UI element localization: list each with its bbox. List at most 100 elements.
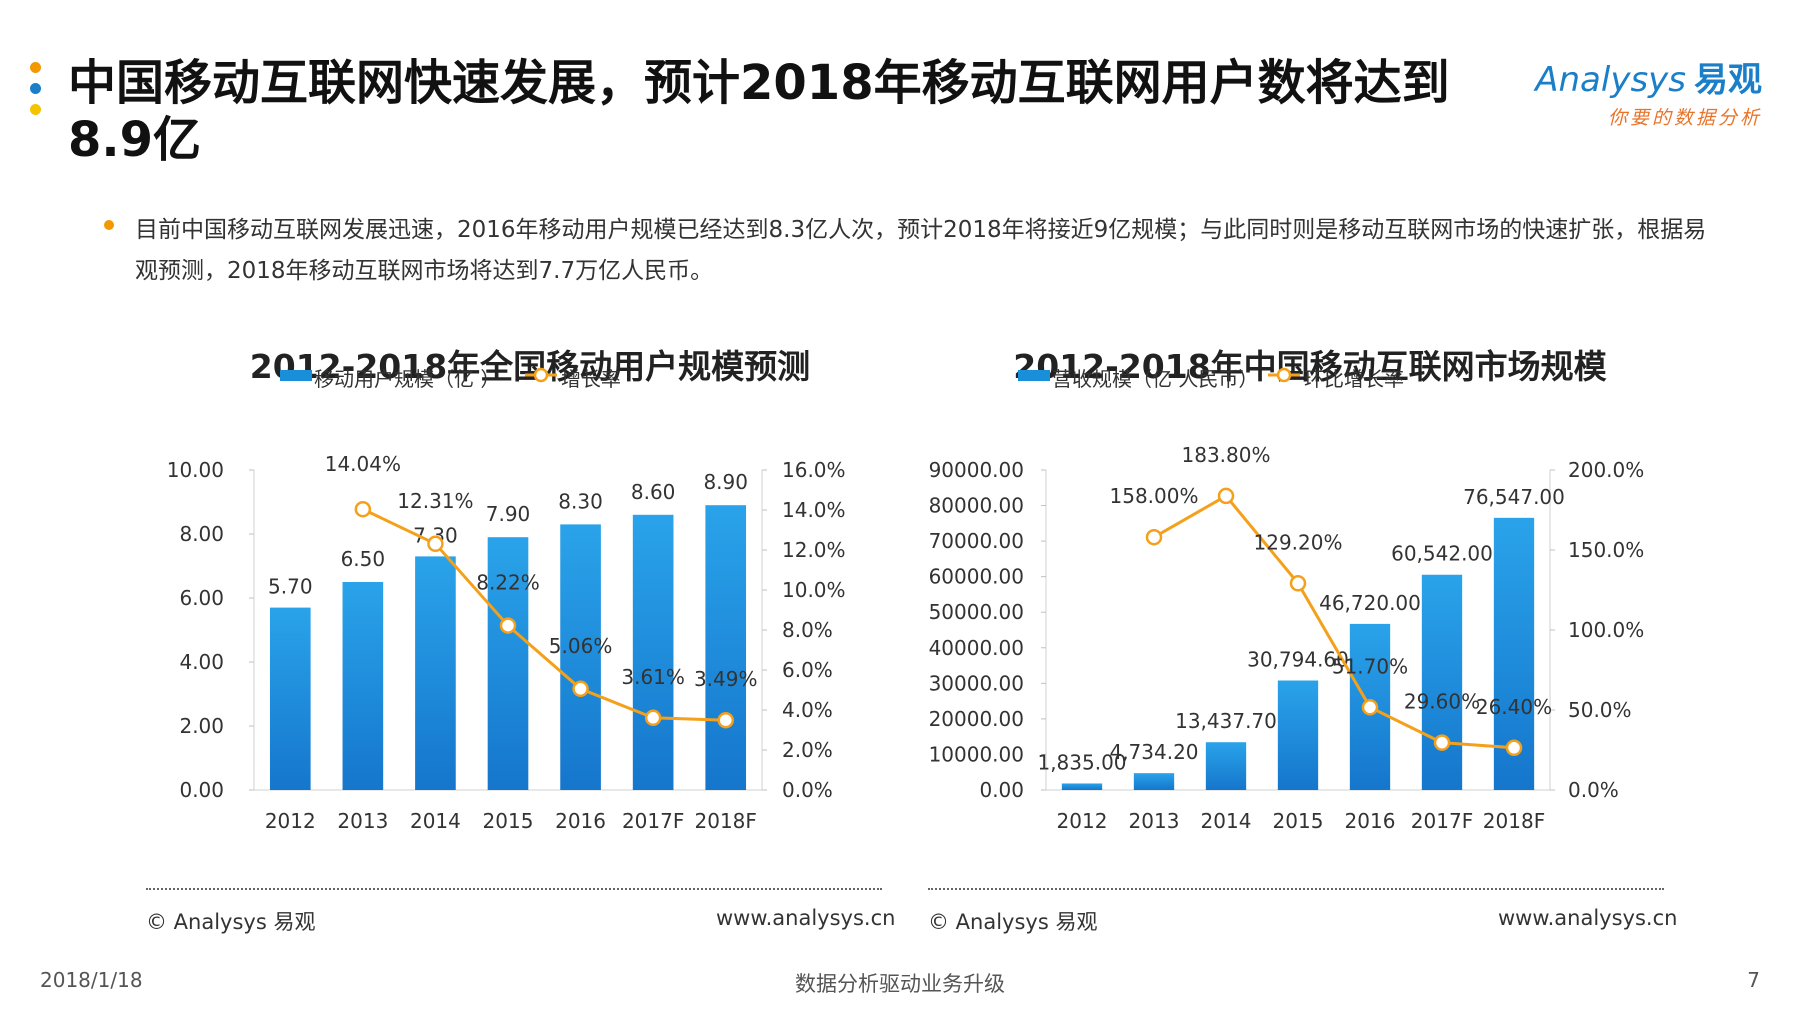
growth-rate-point [1505,739,1523,757]
y-tick-label: 8.00 [179,522,224,546]
bar-2017F [1421,574,1463,790]
bar-value-label: 60,542.00 [1391,542,1493,566]
y-tick-label: 70000.00 [929,529,1024,553]
bar-value-label: 30,794.60 [1247,648,1349,672]
bar-value-label: 76,547.00 [1463,485,1565,509]
y-tick-label: 30000.00 [929,671,1024,695]
chart1-title: 2012-2018年全国移动用户规模预测 [249,347,811,386]
chart2-svg: 营收规模（亿 人民币） 环比增长率 0.00 10000.00 20000.00 3000… [929,367,1645,833]
y2-tick-label: 100.0% [1568,618,1644,642]
growth-rate-point [1217,487,1235,505]
y-tick-label: 10.00 [167,458,224,482]
chart1-url[interactable]: www.analysys.cn [716,906,896,930]
growth-rate-point [572,680,589,698]
chart1-svg: 移动用户规模（亿 ） 增长率 0.00 2.00 4.00 6.00 8.00 10.00 0.… [167,367,846,833]
y-tick-label: 40000.00 [929,636,1024,660]
growth-rate-label: 183.80% [1182,443,1271,467]
yellow-dot [30,104,41,115]
title-bullet-dots [30,62,42,125]
x-tick-label: 2015 [1273,809,1324,833]
slide-footer-text: 数据分析驱动业务升级 [795,972,1005,996]
growth-rate-label: 129.20% [1254,530,1343,554]
bar-2017F [632,514,674,790]
bar-value-label: 1,835.00 [1037,750,1126,774]
y2-tick-label: 150.0% [1568,538,1644,562]
y-tick-label: 2.00 [179,714,224,738]
y2-tick-label: 0.0% [1568,778,1619,802]
legend-bar-swatch [1018,370,1050,381]
y2-tick-label: 12.0% [782,538,846,562]
growth-rate-label: 8.22% [476,571,540,595]
bar-value-label: 6.50 [341,547,386,571]
y2-tick-label: 4.0% [782,698,833,722]
x-tick-label: 2012 [1057,809,1108,833]
y-tick-label: 6.00 [179,586,224,610]
bar-2014 [1205,742,1247,790]
x-tick-label: 2015 [483,809,534,833]
growth-rate-label: 3.49% [694,667,758,691]
growth-rate-label: 29.60% [1404,690,1480,714]
y-tick-label: 90000.00 [929,458,1024,482]
chart2-footer-divider [928,888,1664,890]
x-tick-label: 2017F [1411,809,1473,833]
bar-2015 [487,537,529,790]
legend-line-marker [1276,367,1292,383]
growth-rate-point [644,709,662,727]
bar-value-label: 13,437.70 [1175,709,1277,733]
growth-rate-label: 5.06% [549,634,613,658]
bar-2013 [1133,773,1175,790]
logo-brand: Analysys 易观 [1522,52,1762,101]
user-scale-chart: 2012-2018年全国移动用户规模预测 移动用户规模（亿 ） 增长率 0.00 2.… [140,340,920,940]
chart2-url[interactable]: www.analysys.cn [1498,906,1678,930]
page-title: 中国移动互联网快速发展，预计2018年移动互联网用户数将达到8.9亿 [68,55,1450,168]
growth-rate-point [717,711,734,729]
growth-rate-line [1153,493,1515,750]
growth-rate-line [362,507,726,722]
chart2-source: © Analysys 易观 [928,910,1098,934]
growth-rate-label: 26.40% [1476,695,1552,719]
bar-value-label: 8.30 [558,489,603,513]
growth-rate-label: 3.61% [621,665,685,689]
bar-value-label: 4,734.20 [1109,740,1198,764]
legend-bar-swatch [280,370,312,381]
x-tick-label: 2018F [695,809,757,833]
x-tick-label: 2014 [410,809,461,833]
intro-paragraph: 目前中国移动互联网发展迅速，2016年移动用户规模已经达到8.3亿人次，预计20… [135,217,1707,284]
chart1-footer-divider [146,888,882,890]
slide-date: 2018/1/18 [40,968,143,992]
analysys-logo: Analysys 易观 你要的数据分析 [1522,52,1762,130]
y-tick-label: 50000.00 [929,600,1024,624]
y-tick-label: 80000.00 [929,494,1024,518]
y2-tick-label: 2.0% [782,738,833,762]
y2-tick-label: 6.0% [782,658,833,682]
bar-2015 [1277,680,1319,790]
bar-2018F [705,505,747,790]
x-tick-label: 2016 [555,809,606,833]
legend-bar-label: 移动用户规模（亿 ） [314,367,500,391]
logo-cn-text: 易观 [1694,60,1762,100]
bar-value-label: 7.90 [486,502,531,526]
blue-dot [30,83,41,94]
growth-rate-label: 51.70% [1332,654,1408,678]
bar-value-label: 8.60 [631,480,676,504]
x-tick-label: 2013 [337,809,388,833]
y2-tick-label: 14.0% [782,498,846,522]
y-tick-label: 0.00 [979,778,1024,802]
orange-dot [30,62,41,73]
growth-rate-label: 158.00% [1110,484,1199,508]
market-scale-chart: 2012-2018年中国移动互联网市场规模 营收规模（亿 人民币） 环比增长率 0.… [920,340,1700,940]
growth-rate-point [1289,575,1307,592]
bar-2014 [415,556,456,790]
legend-bar-label: 营收规模（亿 人民币） [1052,367,1258,391]
logo-brand-text: Analysys [1535,60,1686,100]
bar-value-label: 5.70 [268,575,313,599]
y-tick-label: 4.00 [179,650,224,674]
bar-2012 [269,607,311,790]
growth-rate-point [1361,699,1379,716]
chart1-source: © Analysys 易观 [146,910,316,934]
y-tick-label: 20000.00 [929,707,1024,731]
y2-tick-label: 8.0% [782,618,833,642]
y-tick-label: 10000.00 [929,742,1024,766]
x-tick-label: 2014 [1201,809,1252,833]
page-number: 7 [1747,968,1760,992]
